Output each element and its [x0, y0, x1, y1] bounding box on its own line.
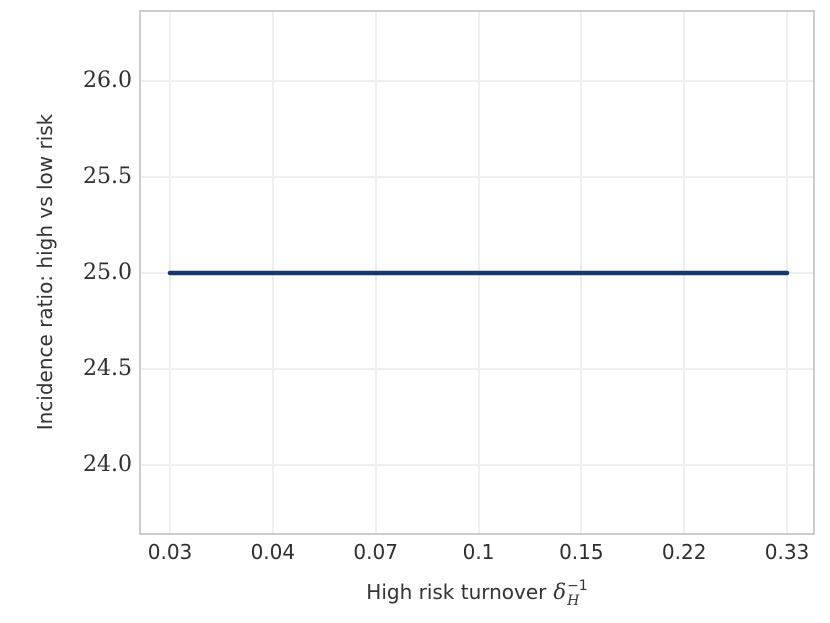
- x-axis-label: High risk turnover δ −1 H: [366, 577, 588, 608]
- x-tick-label: 0.33: [764, 540, 810, 564]
- y-tick-label: 24.0: [83, 451, 132, 477]
- x-tick-label: 0.22: [661, 540, 707, 564]
- delta-subscript: H: [567, 592, 580, 609]
- plot-area: [139, 10, 815, 535]
- y-tick-label: 26.0: [83, 68, 132, 94]
- y-gridline: [141, 80, 813, 83]
- delta-symbol: δ: [553, 579, 567, 604]
- x-tick-label: 0.07: [353, 540, 398, 564]
- x-tick-label: 0.04: [250, 540, 296, 564]
- y-gridline: [141, 176, 813, 179]
- y-tick-label: 25.5: [83, 164, 132, 190]
- x-axis-label-math: δ −1 H: [553, 577, 588, 608]
- x-tick-label: 0.03: [147, 540, 193, 564]
- y-gridline: [141, 463, 813, 466]
- series-line-svg: [167, 270, 790, 276]
- y-axis-label: Incidence ratio: high vs low risk: [33, 113, 57, 431]
- y-gridline: [141, 367, 813, 370]
- x-tick-label: 0.15: [559, 540, 604, 564]
- delta-supsub: −1 H: [567, 579, 588, 608]
- x-axis-label-text: High risk turnover: [366, 579, 547, 604]
- x-tick-label: 0.1: [462, 540, 495, 564]
- y-tick-label: 24.5: [83, 355, 132, 381]
- delta-superscript: −1: [567, 578, 588, 594]
- y-tick-label: 25.0: [83, 259, 132, 285]
